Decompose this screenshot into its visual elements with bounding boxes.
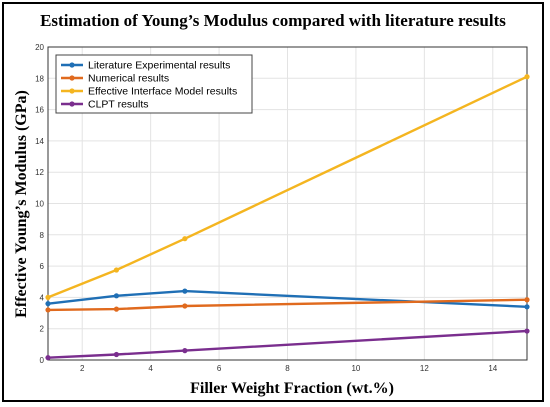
data-point-literature-experimental-results (45, 301, 51, 307)
y-tick-label: 6 (40, 262, 45, 271)
data-point-clpt-results (113, 351, 120, 358)
y-tick-label: 16 (35, 106, 44, 115)
y-tick-label: 0 (40, 356, 45, 365)
legend-marker-literature-experimental-results (69, 62, 75, 68)
legend-label-effective-interface-model-results: Effective Interface Model results (88, 86, 237, 98)
series-line-effective-interface-model-results (47, 75, 528, 299)
x-tick-label: 8 (285, 364, 290, 373)
y-tick-label: 10 (35, 200, 44, 209)
data-point-effective-interface-model-results (524, 74, 530, 80)
data-point-effective-interface-model-results (113, 267, 120, 273)
y-tick-label: 8 (40, 231, 45, 240)
x-tick-label: 2 (80, 364, 85, 373)
y-tick-label: 14 (35, 137, 44, 146)
legend-marker-clpt-results (69, 101, 75, 107)
data-point-numerical-results (113, 306, 120, 312)
y-tick-label: 18 (35, 74, 44, 83)
legend-marker-effective-interface-model-results (69, 88, 75, 94)
data-point-literature-experimental-results (182, 288, 188, 294)
plot-area: 0 2 4 6 8 10 12 14 16 18 20 2 4 6 8 10 12 14 Literature Ex… (35, 43, 530, 373)
series-line-clpt-results (47, 329, 528, 359)
legend-label-clpt-results: CLPT results (88, 99, 149, 111)
series-line-literature-experimental-results (47, 289, 528, 308)
x-axis-label: Filler Weight Fraction (wt.%) (190, 380, 394, 397)
x-tick-label: 6 (217, 364, 222, 373)
x-tick-label: 10 (351, 364, 360, 373)
chart-title: Estimation of Young’s Modulus compared w… (40, 11, 506, 30)
legend-box (55, 54, 253, 114)
y-tick-label: 2 (40, 325, 45, 334)
y-tick-label: 4 (40, 293, 45, 302)
legend-label-numerical-results: Numerical results (88, 73, 169, 85)
data-point-numerical-results (524, 297, 530, 303)
y-tick-label: 12 (35, 168, 44, 177)
legend-label-literature-experimental-results: Literature Experimental results (88, 60, 230, 72)
data-point-numerical-results (45, 307, 51, 313)
axes-box (47, 46, 528, 361)
data-point-literature-experimental-results (524, 304, 530, 310)
data-point-literature-experimental-results (113, 293, 120, 299)
data-point-effective-interface-model-results (45, 294, 51, 300)
series-line-numerical-results (47, 298, 528, 312)
data-point-numerical-results (182, 303, 188, 309)
data-point-clpt-results (45, 355, 51, 361)
legend-marker-numerical-results (69, 75, 75, 81)
x-tick-label: 14 (488, 364, 497, 373)
data-point-clpt-results (524, 328, 530, 334)
y-tick-label: 20 (35, 43, 44, 52)
data-point-clpt-results (182, 348, 188, 354)
y-axis-label: Effective Young’s Modulus (GPa) (13, 90, 30, 318)
data-point-effective-interface-model-results (182, 236, 188, 242)
x-tick-label: 4 (148, 364, 153, 373)
x-tick-label: 12 (420, 364, 429, 373)
